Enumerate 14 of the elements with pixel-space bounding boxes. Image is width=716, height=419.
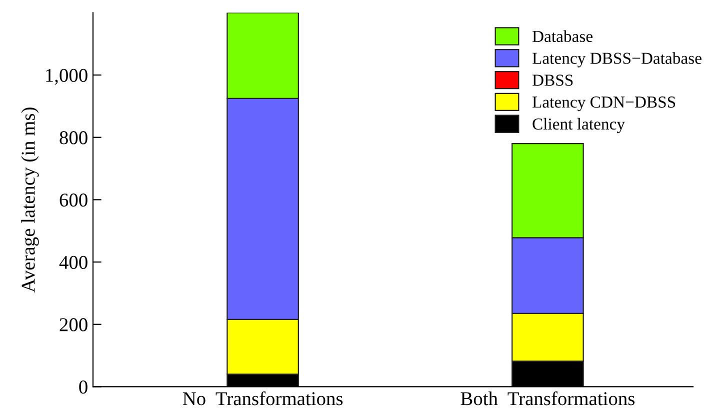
y-tick-label: 600 bbox=[60, 194, 88, 207]
y-tick-label: 0 bbox=[79, 380, 88, 394]
y-tick-label: 200 bbox=[60, 318, 88, 332]
x-tick-label: Both Transformations bbox=[460, 391, 635, 406]
y-axis-title: Average latency (in ms) bbox=[21, 108, 39, 292]
y-tick-label: 400 bbox=[59, 256, 88, 269]
legend-label: Database bbox=[532, 30, 592, 42]
y-tick-label: 1,000 bbox=[46, 68, 88, 85]
legend-label: DBSS bbox=[532, 74, 573, 86]
legend-label: Latency DBSS−Database bbox=[532, 52, 702, 68]
legend-label: Client latency bbox=[532, 118, 625, 134]
legend-label: Latency CDN−DBSS bbox=[532, 96, 676, 112]
y-tick-label: 800 bbox=[60, 131, 88, 144]
x-tick-label: No Transformations bbox=[182, 391, 343, 406]
